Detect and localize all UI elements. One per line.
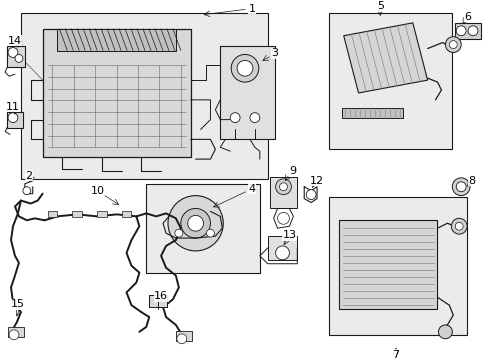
Circle shape bbox=[438, 325, 451, 339]
Text: 3: 3 bbox=[270, 49, 278, 58]
Bar bbox=[122, 211, 131, 217]
Circle shape bbox=[9, 330, 19, 340]
Bar bbox=[328, 197, 466, 335]
Circle shape bbox=[187, 215, 203, 231]
Circle shape bbox=[23, 187, 31, 195]
Circle shape bbox=[249, 113, 259, 122]
Text: 9: 9 bbox=[288, 166, 295, 176]
Text: 13: 13 bbox=[282, 230, 296, 240]
Circle shape bbox=[168, 195, 223, 251]
Circle shape bbox=[175, 229, 183, 237]
Text: 15: 15 bbox=[11, 299, 25, 309]
Text: 14: 14 bbox=[8, 36, 22, 46]
Circle shape bbox=[181, 208, 210, 238]
Circle shape bbox=[454, 222, 462, 230]
Bar bbox=[220, 46, 274, 139]
Text: 7: 7 bbox=[392, 350, 399, 360]
Bar bbox=[21, 13, 267, 179]
Bar bbox=[338, 220, 437, 309]
Circle shape bbox=[467, 26, 477, 36]
Bar bbox=[97, 211, 106, 217]
Text: 16: 16 bbox=[154, 291, 168, 301]
Circle shape bbox=[450, 218, 466, 234]
Bar bbox=[57, 29, 176, 50]
Circle shape bbox=[177, 334, 186, 344]
Text: 10: 10 bbox=[91, 186, 105, 196]
Bar bbox=[8, 327, 24, 337]
Text: 1: 1 bbox=[248, 4, 255, 14]
Bar bbox=[42, 29, 190, 157]
Circle shape bbox=[8, 113, 18, 122]
Circle shape bbox=[451, 178, 469, 195]
Bar bbox=[176, 331, 191, 341]
Polygon shape bbox=[343, 23, 427, 93]
Bar bbox=[47, 211, 57, 217]
Circle shape bbox=[15, 54, 23, 62]
Text: 12: 12 bbox=[309, 176, 324, 186]
Circle shape bbox=[445, 37, 460, 53]
Bar bbox=[7, 112, 23, 127]
Bar bbox=[7, 46, 25, 67]
Circle shape bbox=[230, 113, 240, 122]
Text: 5: 5 bbox=[376, 1, 383, 11]
Circle shape bbox=[277, 212, 289, 224]
Text: 2: 2 bbox=[25, 171, 32, 181]
Circle shape bbox=[448, 41, 456, 49]
Circle shape bbox=[206, 229, 214, 237]
Bar bbox=[454, 23, 480, 39]
Circle shape bbox=[275, 246, 289, 260]
Text: 4: 4 bbox=[248, 184, 255, 194]
Bar bbox=[72, 211, 82, 217]
Text: 11: 11 bbox=[6, 102, 20, 112]
Circle shape bbox=[8, 48, 18, 58]
Bar bbox=[269, 177, 297, 208]
Bar bbox=[149, 295, 167, 307]
Circle shape bbox=[455, 182, 465, 192]
Bar bbox=[328, 13, 451, 149]
Bar bbox=[146, 184, 259, 273]
Circle shape bbox=[305, 190, 315, 199]
Bar bbox=[341, 108, 402, 118]
Circle shape bbox=[275, 179, 291, 195]
Bar bbox=[267, 236, 297, 260]
Circle shape bbox=[237, 60, 252, 76]
Text: 8: 8 bbox=[468, 176, 475, 186]
Text: 6: 6 bbox=[464, 12, 470, 22]
Circle shape bbox=[231, 54, 258, 82]
Circle shape bbox=[279, 183, 287, 191]
Circle shape bbox=[455, 26, 465, 36]
